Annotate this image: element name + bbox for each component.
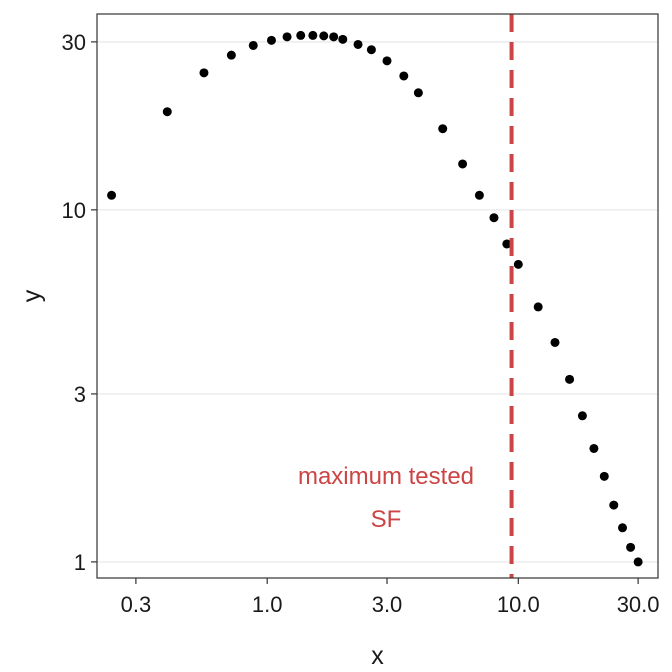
data-point-0-6 bbox=[282, 32, 292, 42]
data-point-0-23 bbox=[533, 302, 543, 312]
annotation-line-1: maximum tested bbox=[298, 463, 474, 490]
data-point-0-25 bbox=[565, 374, 575, 384]
data-point-0-30 bbox=[618, 523, 628, 533]
data-point-0-10 bbox=[329, 32, 339, 42]
data-point-0-16 bbox=[413, 88, 423, 98]
data-point-0-5 bbox=[266, 35, 276, 45]
data-point-0-20 bbox=[489, 213, 499, 223]
data-point-0-1 bbox=[162, 107, 172, 117]
y-tick-label-0: 1 bbox=[74, 550, 86, 575]
annotation-line-2: SF bbox=[371, 506, 402, 533]
data-point-0-27 bbox=[589, 443, 599, 453]
data-point-0-18 bbox=[458, 159, 468, 169]
data-point-0-4 bbox=[248, 40, 258, 50]
x-tick-label-4: 30.0 bbox=[617, 592, 660, 617]
x-tick-label-3: 10.0 bbox=[497, 592, 540, 617]
data-point-0-22 bbox=[513, 259, 523, 269]
y-axis-title: y bbox=[18, 289, 46, 302]
data-point-0-2 bbox=[199, 68, 209, 78]
data-point-0-26 bbox=[577, 411, 587, 421]
data-point-0-21 bbox=[502, 239, 512, 249]
data-point-0-15 bbox=[399, 71, 409, 81]
y-tick-label-3: 30 bbox=[62, 30, 86, 55]
data-point-0-3 bbox=[226, 50, 236, 60]
x-tick-label-2: 3.0 bbox=[372, 592, 403, 617]
plot-panel-border bbox=[96, 13, 659, 579]
data-point-0-8 bbox=[308, 30, 318, 40]
y-tick-label-2: 10 bbox=[62, 198, 86, 223]
data-point-0-11 bbox=[338, 34, 348, 44]
x-axis-title: x bbox=[371, 642, 384, 670]
data-point-0-19 bbox=[474, 190, 484, 200]
data-point-0-31 bbox=[626, 542, 636, 552]
data-point-0-7 bbox=[296, 30, 306, 40]
y-axis: 1 3 10 30 bbox=[62, 30, 97, 575]
data-point-0-17 bbox=[438, 124, 448, 134]
x-tick-label-1: 1.0 bbox=[252, 592, 283, 617]
data-point-0-32 bbox=[633, 557, 643, 567]
data-point-0-28 bbox=[599, 471, 609, 481]
reference-line-group: maximum tested SF bbox=[298, 14, 514, 578]
data-points bbox=[107, 30, 643, 567]
x-axis: 0.3 1.0 3.0 10.0 30.0 bbox=[121, 578, 660, 617]
y-tick-label-1: 3 bbox=[74, 382, 86, 407]
data-point-0-29 bbox=[609, 500, 619, 510]
data-point-0-14 bbox=[382, 56, 392, 66]
data-point-0-12 bbox=[353, 39, 363, 49]
data-point-0-24 bbox=[550, 337, 560, 347]
grid-lines bbox=[97, 41, 658, 563]
x-tick-label-0: 0.3 bbox=[121, 592, 152, 617]
data-point-0-13 bbox=[366, 45, 376, 55]
data-point-0-9 bbox=[319, 31, 329, 41]
data-point-0-0 bbox=[107, 190, 117, 200]
